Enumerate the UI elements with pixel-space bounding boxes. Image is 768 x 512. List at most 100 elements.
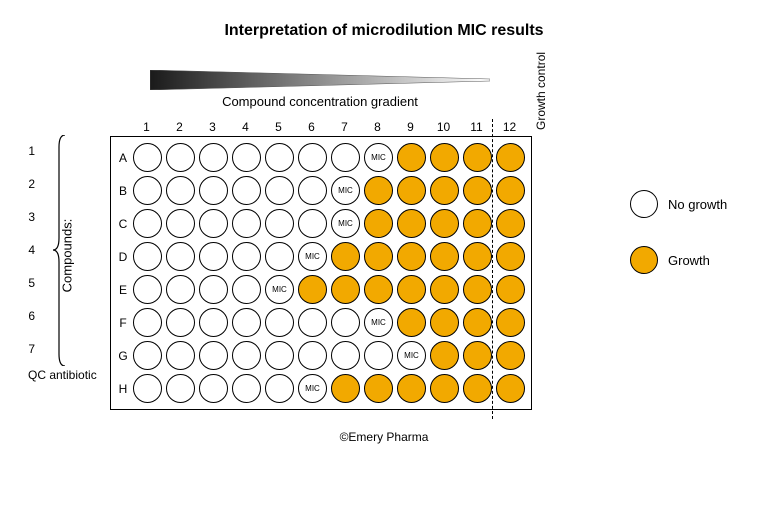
well-no-growth — [298, 143, 327, 172]
well-growth — [463, 341, 492, 370]
well-mic: MIC — [397, 341, 426, 370]
well-no-growth — [166, 242, 195, 271]
well-no-growth — [199, 143, 228, 172]
column-number: 11 — [460, 120, 493, 134]
well-no-growth — [166, 209, 195, 238]
well-no-growth — [199, 374, 228, 403]
plate-row: CMIC — [115, 207, 527, 240]
well-no-growth — [232, 143, 261, 172]
well-no-growth — [265, 176, 294, 205]
well-no-growth — [331, 308, 360, 337]
well-growth — [364, 176, 393, 205]
well-no-growth — [232, 242, 261, 271]
well-growth — [298, 275, 327, 304]
well-no-growth — [133, 176, 162, 205]
plate-row: AMIC — [115, 141, 527, 174]
well-growth — [397, 374, 426, 403]
well-no-growth — [298, 209, 327, 238]
well-growth — [496, 341, 525, 370]
well-growth — [331, 374, 360, 403]
well-growth — [331, 275, 360, 304]
well-no-growth — [166, 275, 195, 304]
well-growth — [397, 209, 426, 238]
legend-no-growth: No growth — [630, 190, 750, 218]
legend-circle-no-growth — [630, 190, 658, 218]
legend-growth-label: Growth — [668, 253, 710, 268]
well-growth — [331, 242, 360, 271]
row-letter: C — [115, 217, 131, 231]
well-no-growth — [166, 308, 195, 337]
well-growth — [364, 242, 393, 271]
well-growth — [463, 374, 492, 403]
well-growth — [496, 209, 525, 238]
row-number: 7 — [15, 332, 35, 365]
well-no-growth — [199, 308, 228, 337]
well-no-growth — [265, 341, 294, 370]
well-growth — [430, 308, 459, 337]
well-mic: MIC — [298, 242, 327, 271]
row-letter: A — [115, 151, 131, 165]
well-growth — [397, 143, 426, 172]
row-letter: G — [115, 349, 131, 363]
legend-growth: Growth — [630, 246, 750, 274]
gradient-triangle — [150, 70, 490, 90]
well-no-growth — [265, 308, 294, 337]
well-no-growth — [265, 143, 294, 172]
well-no-growth — [133, 143, 162, 172]
well-mic: MIC — [298, 374, 327, 403]
column-number: 4 — [229, 120, 262, 134]
well-no-growth — [133, 308, 162, 337]
plate-row: G MIC — [115, 339, 527, 372]
row-number-labels: 1234567 — [15, 134, 35, 365]
row-letter: E — [115, 283, 131, 297]
plate-row: EMIC — [115, 273, 527, 306]
well-no-growth — [166, 374, 195, 403]
well-no-growth — [265, 242, 294, 271]
well-no-growth — [133, 374, 162, 403]
compounds-label: Compounds: — [59, 219, 74, 293]
well-growth — [430, 143, 459, 172]
gradient-label: Compound concentration gradient — [110, 94, 530, 109]
well-no-growth — [133, 275, 162, 304]
well-growth — [364, 209, 393, 238]
row-letter: D — [115, 250, 131, 264]
well-growth — [397, 176, 426, 205]
well-no-growth — [298, 308, 327, 337]
row-number: 2 — [15, 167, 35, 200]
legend-circle-growth — [630, 246, 658, 274]
well-no-growth — [331, 143, 360, 172]
column-number: 9 — [394, 120, 427, 134]
well-growth — [496, 275, 525, 304]
well-growth — [397, 242, 426, 271]
copyright-text: ©Emery Pharma — [0, 430, 768, 444]
well-no-growth — [166, 176, 195, 205]
well-growth — [463, 176, 492, 205]
well-growth — [397, 275, 426, 304]
plate-wrapper: 1234567 Compounds: QC antibiotic 1234567… — [110, 120, 532, 410]
well-no-growth — [199, 176, 228, 205]
microplate: AMICBMICCMICDMICEMICFMICGMICHMIC — [110, 136, 532, 410]
row-letter: F — [115, 316, 131, 330]
well-no-growth — [133, 209, 162, 238]
row-number: 6 — [15, 299, 35, 332]
well-mic: MIC — [364, 308, 393, 337]
well-growth — [463, 143, 492, 172]
column-number: 12 — [493, 120, 526, 134]
well-no-growth — [232, 308, 261, 337]
well-growth — [496, 242, 525, 271]
column-number: 3 — [196, 120, 229, 134]
well-no-growth — [232, 176, 261, 205]
qc-antibiotic-label: QC antibiotic — [28, 368, 97, 382]
well-growth — [364, 374, 393, 403]
row-number: 4 — [15, 233, 35, 266]
plate-row: F MIC — [115, 306, 527, 339]
plate-row: H MIC — [115, 372, 527, 405]
well-no-growth — [232, 341, 261, 370]
row-letter: H — [115, 382, 131, 396]
well-no-growth — [298, 341, 327, 370]
well-no-growth — [166, 341, 195, 370]
column-number: 7 — [328, 120, 361, 134]
well-growth — [430, 341, 459, 370]
plate-row: BMIC — [115, 174, 527, 207]
well-no-growth — [298, 176, 327, 205]
